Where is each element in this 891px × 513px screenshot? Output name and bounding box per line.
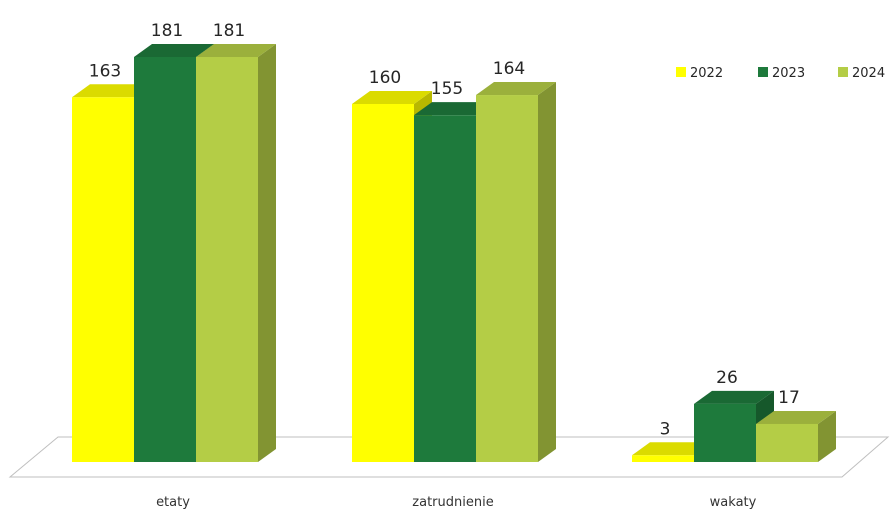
bar-top-face — [72, 84, 152, 98]
bar-top-face — [196, 44, 276, 57]
data-labels: 163 181 181 160 155 164 3 26 17 — [89, 21, 800, 439]
bar-2024-zatrudnienie — [476, 82, 556, 463]
bar-front-face — [694, 403, 756, 462]
data-label: 164 — [493, 59, 525, 79]
bar-2024-etaty — [196, 44, 276, 462]
data-label: 155 — [431, 79, 463, 99]
category-axis: etaty zatrudnienie wakaty — [156, 495, 757, 510]
bar-side-face — [538, 82, 556, 463]
bar-top-face — [694, 390, 774, 404]
legend-label: 2024 — [852, 66, 885, 81]
legend-swatch — [676, 67, 686, 77]
legend-label: 2022 — [690, 66, 723, 81]
bar-top-face — [134, 44, 214, 57]
data-label: 163 — [89, 61, 121, 81]
bar-front-face — [72, 97, 134, 462]
bar-front-face — [476, 95, 538, 463]
data-label: 3 — [660, 419, 671, 439]
plot-area — [72, 44, 836, 463]
data-label: 26 — [716, 368, 738, 388]
bar-front-face — [632, 455, 694, 462]
bar-top-face — [352, 90, 432, 104]
data-label: 160 — [369, 68, 401, 88]
category-label: wakaty — [710, 495, 757, 510]
bar-top-face — [476, 82, 556, 96]
bar-top-face — [632, 442, 712, 456]
bar-side-face — [818, 410, 836, 462]
bar-front-face — [134, 57, 196, 462]
bar-top-face — [756, 410, 836, 424]
data-label: 181 — [151, 21, 183, 41]
bar-front-face — [756, 423, 818, 462]
legend-item: 2023 — [758, 66, 805, 81]
legend-label: 2023 — [772, 66, 805, 81]
data-label: 181 — [213, 21, 245, 41]
legend-item: 2022 — [676, 66, 723, 81]
bar-2024-wakaty — [756, 410, 836, 462]
legend-item: 2024 — [838, 66, 885, 81]
bar-front-face — [196, 57, 258, 462]
data-label: 17 — [778, 388, 800, 408]
bar-2023-wakaty — [694, 390, 774, 462]
category-label: etaty — [156, 495, 190, 510]
legend: 2022 2023 2024 — [676, 66, 885, 81]
bar-front-face — [352, 103, 414, 462]
bar-top-face — [414, 102, 494, 116]
bar-front-face — [414, 115, 476, 463]
legend-swatch — [838, 67, 848, 77]
category-label: zatrudnienie — [412, 495, 493, 510]
legend-swatch — [758, 67, 768, 77]
bar-side-face — [258, 44, 276, 462]
